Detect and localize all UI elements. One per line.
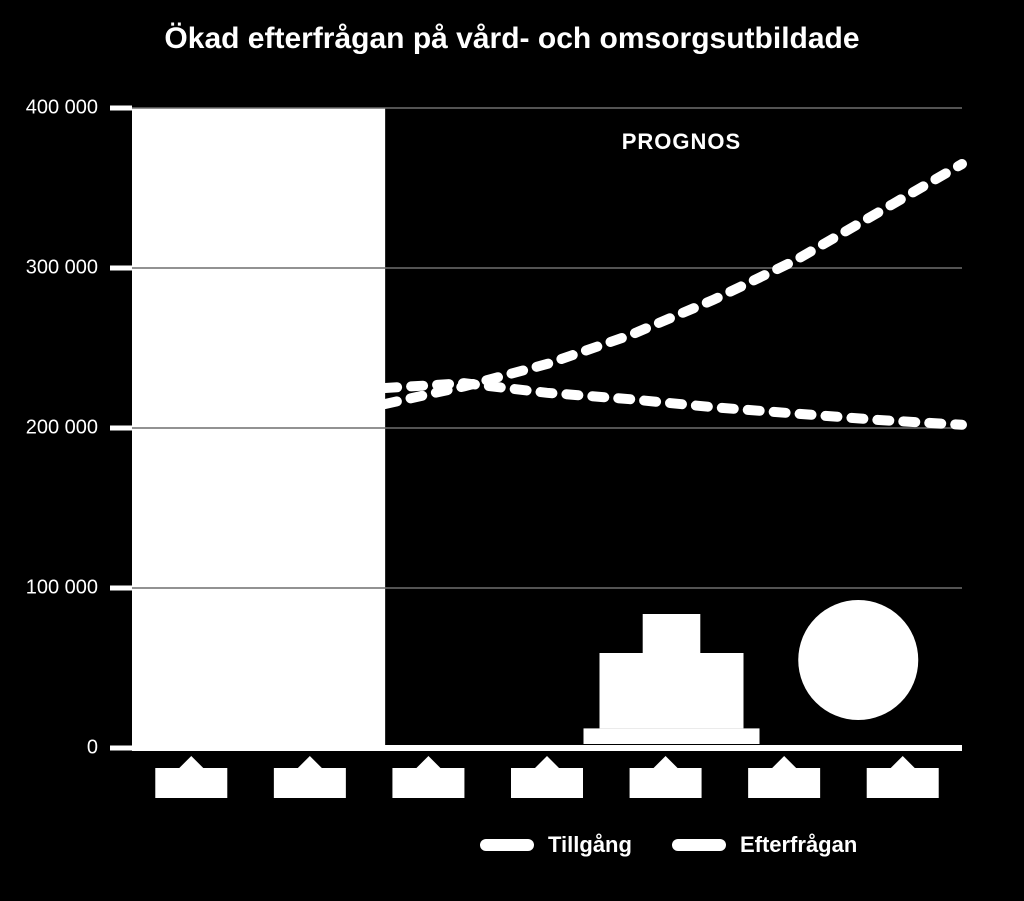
legend-swatch bbox=[480, 839, 534, 851]
svg-text:100 000: 100 000 bbox=[26, 576, 98, 598]
legend-swatch bbox=[672, 839, 726, 851]
legend-label: Tillgång bbox=[548, 832, 632, 858]
svg-text:0: 0 bbox=[87, 736, 98, 758]
chart-plot: 0 100 000 200 000 300 000 400 000 bbox=[0, 0, 1024, 901]
svg-text:300 000: 300 000 bbox=[26, 256, 98, 278]
prognos-label: PROGNOS bbox=[622, 129, 741, 155]
svg-text:200 000: 200 000 bbox=[26, 416, 98, 438]
chart-legend: Tillgång Efterfrågan bbox=[480, 832, 857, 858]
legend-item-efterfragan: Efterfrågan bbox=[672, 832, 857, 858]
legend-item-tillgang: Tillgång bbox=[480, 832, 632, 858]
svg-text:400 000: 400 000 bbox=[26, 96, 98, 118]
legend-label: Efterfrågan bbox=[740, 832, 857, 858]
